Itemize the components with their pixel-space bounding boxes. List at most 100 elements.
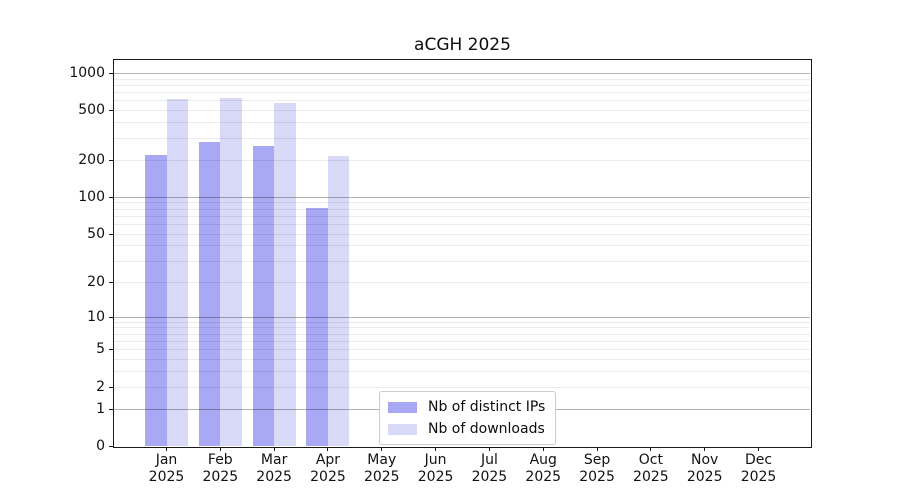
x-tick-month: Dec [744, 452, 773, 468]
x-tick-year: 2025 [686, 469, 723, 485]
gridline [114, 359, 810, 360]
gridline [114, 73, 810, 74]
x-tick-mark [166, 447, 167, 451]
y-tick-label-500: 500 [78, 102, 105, 119]
x-tick-label-jan: Jan 2025 [135, 452, 199, 486]
y-tick-mark [109, 317, 113, 318]
gridline [114, 224, 810, 225]
y-tick-label-10: 10 [87, 308, 105, 325]
gridline [114, 327, 810, 328]
bar-downloads-feb [220, 98, 242, 446]
x-tick-label-mar: Mar 2025 [242, 452, 306, 486]
x-tick-year: 2025 [633, 469, 669, 485]
x-tick-mark [650, 447, 652, 451]
x-tick-month: Jan [155, 452, 178, 468]
y-tick-label-50: 50 [87, 225, 105, 242]
legend-swatch-distinct-ips-icon [388, 401, 417, 413]
gridline [114, 261, 810, 262]
x-tick-year: 2025 [417, 469, 454, 485]
x-tick-mark [596, 447, 598, 451]
x-tick-year: 2025 [363, 469, 400, 485]
x-tick-label-dec: Dec 2025 [727, 452, 791, 486]
y-tick-mark [109, 387, 113, 388]
x-tick-year: 2025 [148, 469, 185, 485]
x-tick-label-aug: Aug 2025 [511, 452, 575, 486]
legend-item-distinct-ips: Nb of distinct IPs [388, 398, 545, 416]
gridline [114, 322, 810, 323]
y-tick-mark [109, 234, 113, 235]
gridline [114, 349, 810, 350]
x-tick-year: 2025 [740, 469, 777, 485]
x-tick-label-feb: Feb 2025 [188, 452, 252, 486]
x-tick-label-sep: Sep 2025 [565, 452, 629, 486]
gridline [114, 234, 810, 235]
gridline [114, 92, 810, 93]
bar-distinct-ips-feb [198, 142, 221, 446]
x-tick-mark [273, 447, 275, 451]
gridline [114, 209, 810, 210]
legend: Nb of distinct IPs Nb of downloads [379, 391, 557, 445]
y-tick-label-5: 5 [96, 341, 105, 358]
bar-downloads-mar [274, 102, 296, 446]
gridline [114, 202, 810, 203]
x-tick-month: Apr [315, 452, 341, 468]
y-tick-label-2: 2 [96, 378, 105, 395]
gridline [114, 387, 810, 388]
y-tick-mark [109, 160, 113, 161]
y-tick-mark [109, 197, 113, 198]
x-tick-mark [542, 447, 544, 451]
x-tick-year: 2025 [471, 469, 508, 485]
plot-border [113, 59, 812, 448]
x-tick-month: Jun [424, 452, 447, 468]
x-tick-year: 2025 [310, 469, 346, 485]
y-tick-label-20: 20 [87, 273, 105, 290]
y-tick-mark [109, 409, 113, 410]
gridline [114, 85, 810, 86]
x-tick-label-jun: Jun 2025 [404, 452, 468, 486]
legend-label-downloads: Nb of downloads [428, 421, 545, 437]
y-tick-label-100: 100 [78, 188, 105, 205]
x-tick-month: Jul [480, 452, 498, 468]
x-tick-mark [758, 447, 760, 451]
legend-label-distinct-ips: Nb of distinct IPs [428, 399, 546, 415]
x-tick-label-oct: Oct 2025 [619, 452, 683, 486]
y-tick-label-1: 1 [96, 400, 105, 417]
bar-downloads-jan [166, 98, 188, 446]
bar-distinct-ips-jan [145, 154, 167, 446]
x-tick-month: Aug [529, 452, 557, 468]
gridline [114, 317, 810, 318]
y-tick-mark [109, 73, 113, 74]
y-tick-mark [109, 110, 113, 111]
gridline [114, 341, 810, 342]
x-tick-mark [327, 447, 329, 451]
gridline [114, 216, 810, 217]
chart-title: aCGH 2025 [414, 35, 511, 55]
y-tick-mark [109, 349, 113, 350]
gridline [114, 122, 810, 123]
gridline [114, 197, 810, 198]
y-tick-label-0: 0 [96, 438, 105, 454]
x-tick-month: Oct [638, 452, 663, 468]
x-tick-mark [435, 447, 437, 451]
gridline [114, 110, 810, 111]
gridline [114, 100, 810, 101]
y-tick-mark [109, 446, 113, 447]
x-tick-year: 2025 [256, 469, 292, 485]
x-tick-mark [381, 447, 383, 451]
legend-item-downloads: Nb of downloads [388, 420, 545, 438]
x-tick-label-jul: Jul 2025 [457, 452, 521, 486]
bar-distinct-ips-apr [306, 208, 328, 446]
y-tick-mark [109, 282, 113, 283]
x-tick-mark [488, 447, 490, 451]
legend-swatch-downloads-icon [388, 423, 417, 435]
x-tick-month: Nov [691, 452, 719, 468]
x-tick-month: May [367, 452, 397, 468]
x-tick-mark [219, 447, 221, 451]
gridline [114, 138, 810, 139]
x-tick-month: Sep [583, 452, 611, 468]
bar-downloads-apr [327, 155, 350, 446]
x-tick-year: 2025 [202, 469, 239, 485]
